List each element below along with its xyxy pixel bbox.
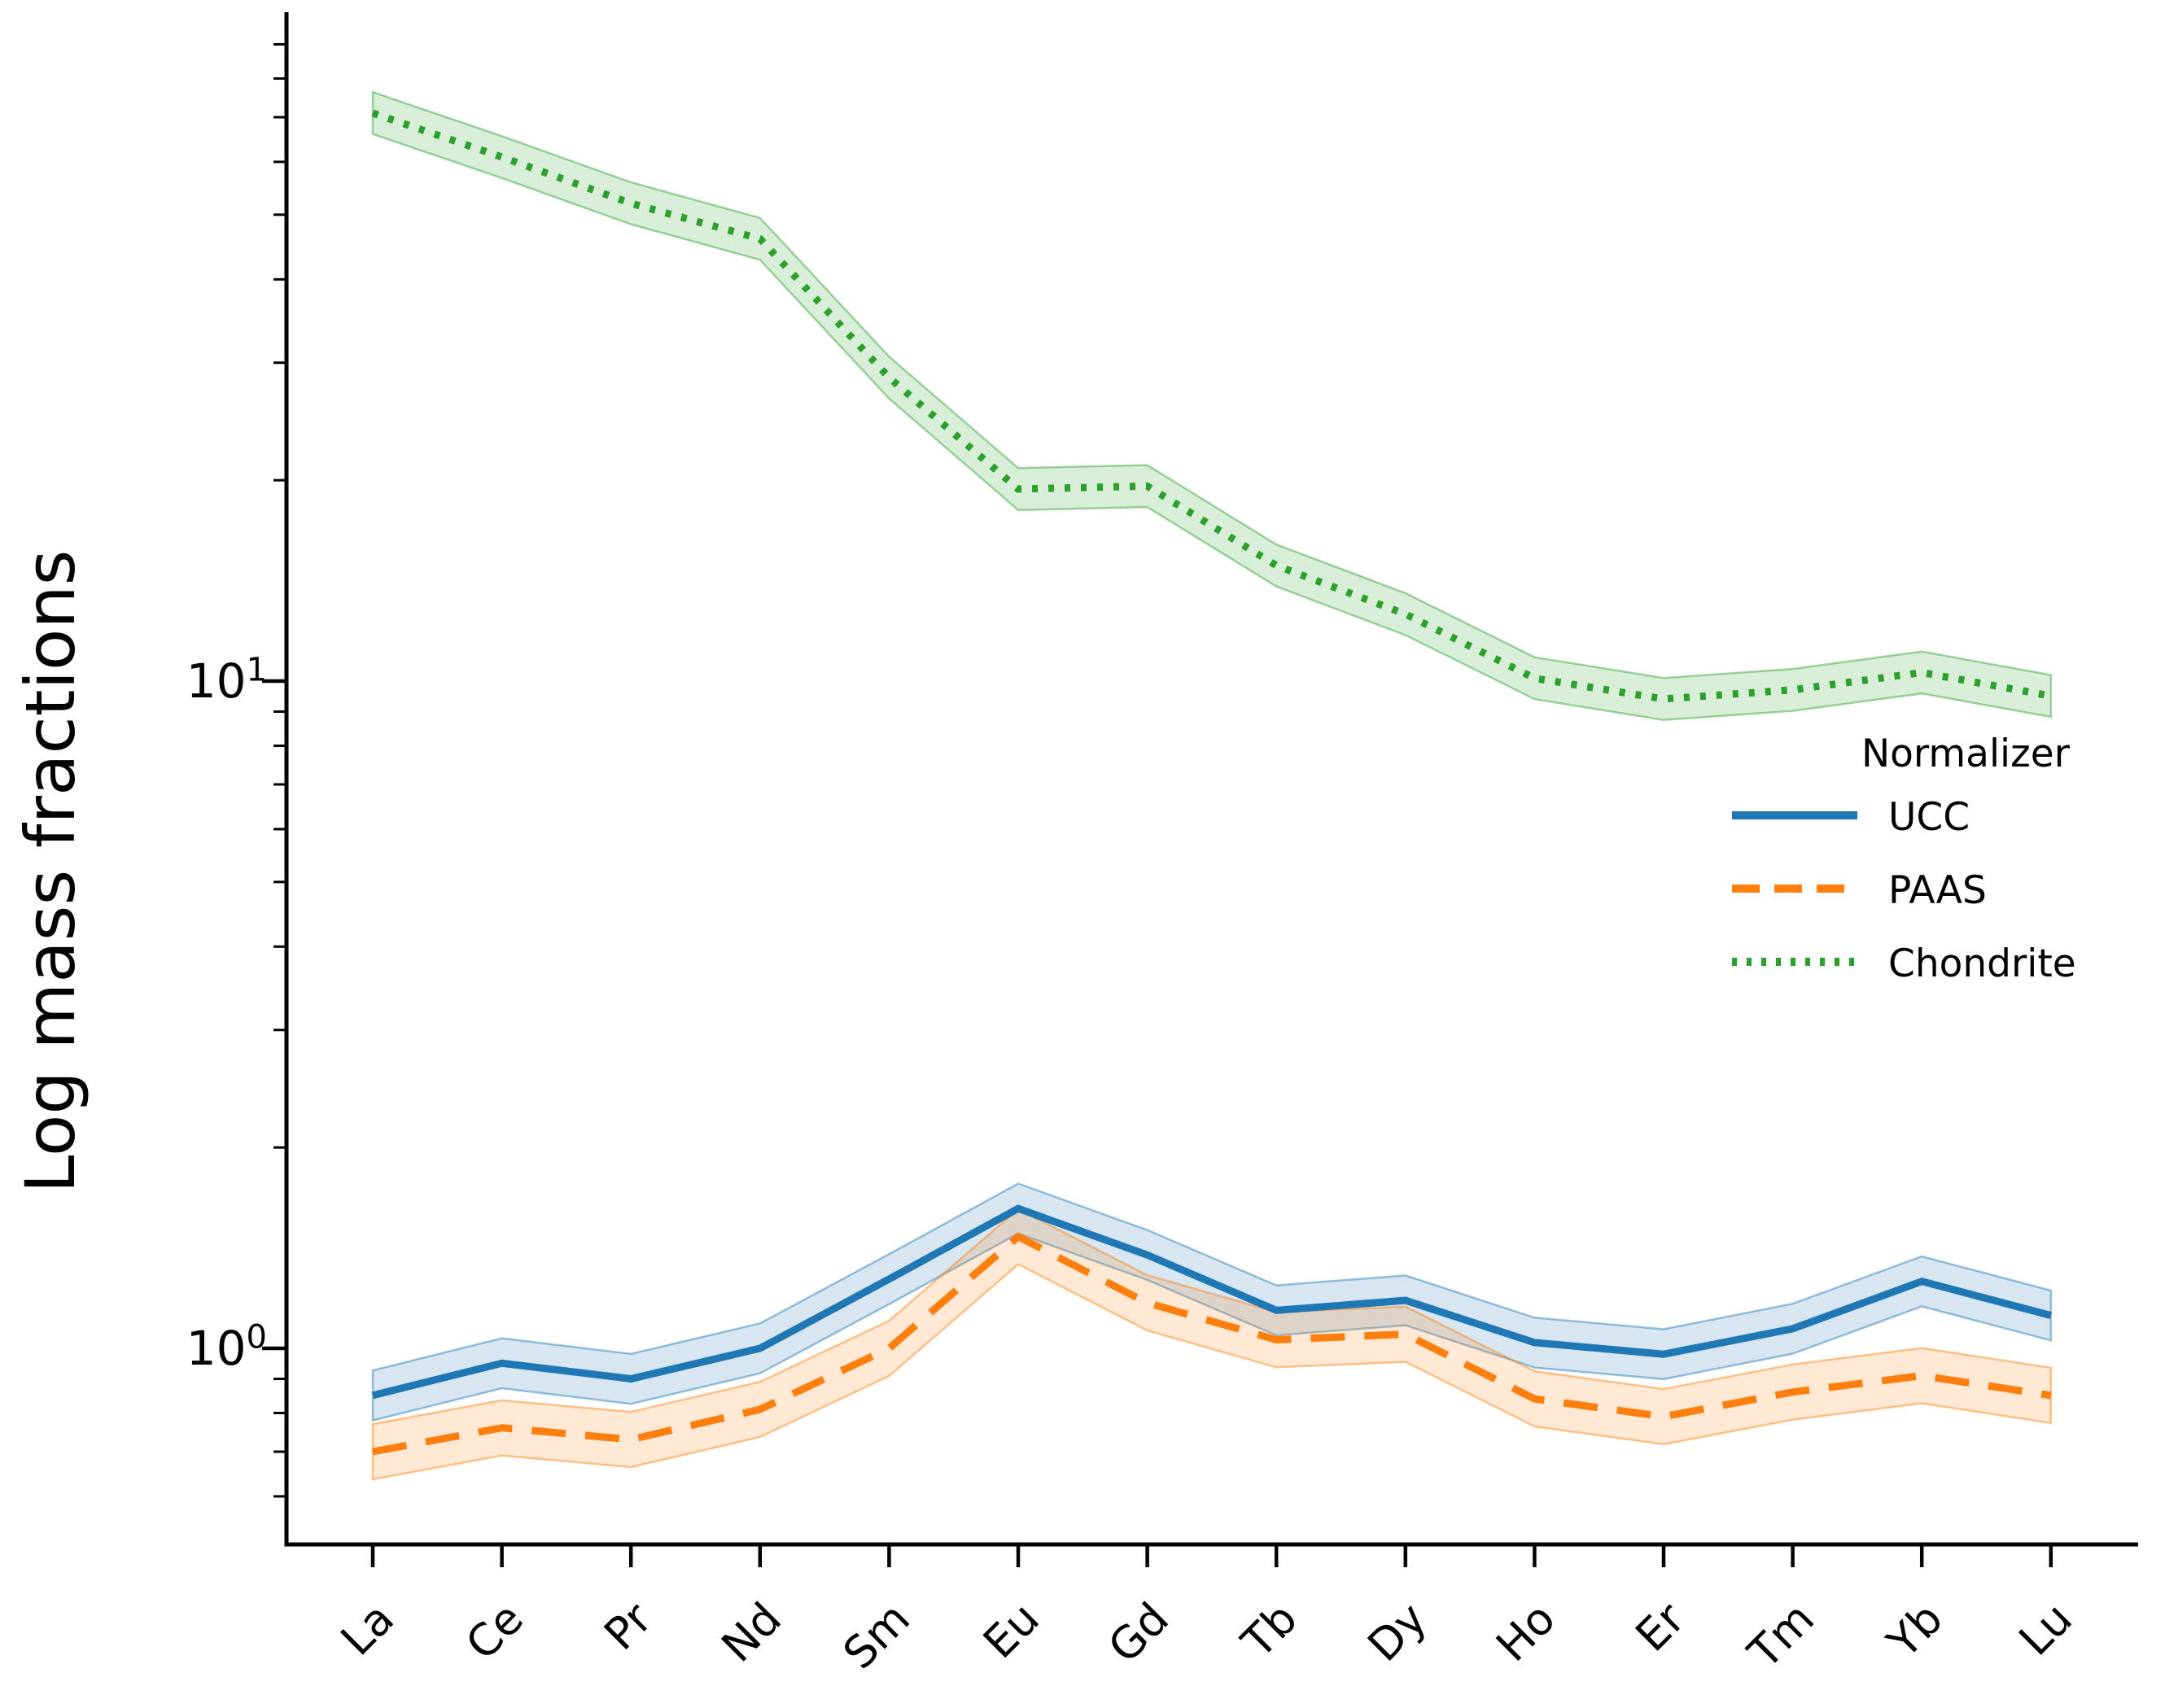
- legend-items: UCC PAAS Chondrite: [1725, 780, 2157, 1000]
- legend-title: Normalizer: [1861, 732, 2071, 776]
- legend-label-ucc: UCC: [1888, 794, 1970, 840]
- band-chondrite: [371, 90, 2053, 722]
- legend-line-sample-dashed-icon: [1725, 880, 1864, 900]
- y-axis-label: Log mass fractions: [11, 549, 90, 1194]
- line-chondrite: [371, 109, 2052, 703]
- legend-line-sample-dotted-icon: [1725, 954, 1864, 973]
- y-tick-label: 100: [186, 1318, 267, 1376]
- legend-label-chondrite: Chondrite: [1888, 941, 2076, 986]
- legend-item-ucc: UCC: [1725, 780, 2157, 854]
- legend-label-paas: PAAS: [1888, 867, 1987, 913]
- legend-item-chondrite: Chondrite: [1725, 927, 2157, 1000]
- legend-line-sample-solid-icon: [1725, 807, 1864, 827]
- line-paas: [372, 1232, 2052, 1456]
- legend: Normalizer UCC PAAS Chondrite: [1725, 728, 2157, 1000]
- y-tick-label: 101: [186, 651, 267, 709]
- line-ucc: [371, 1204, 2052, 1400]
- legend-item-paas: PAAS: [1725, 854, 2157, 927]
- band-ucc: [371, 1182, 2053, 1422]
